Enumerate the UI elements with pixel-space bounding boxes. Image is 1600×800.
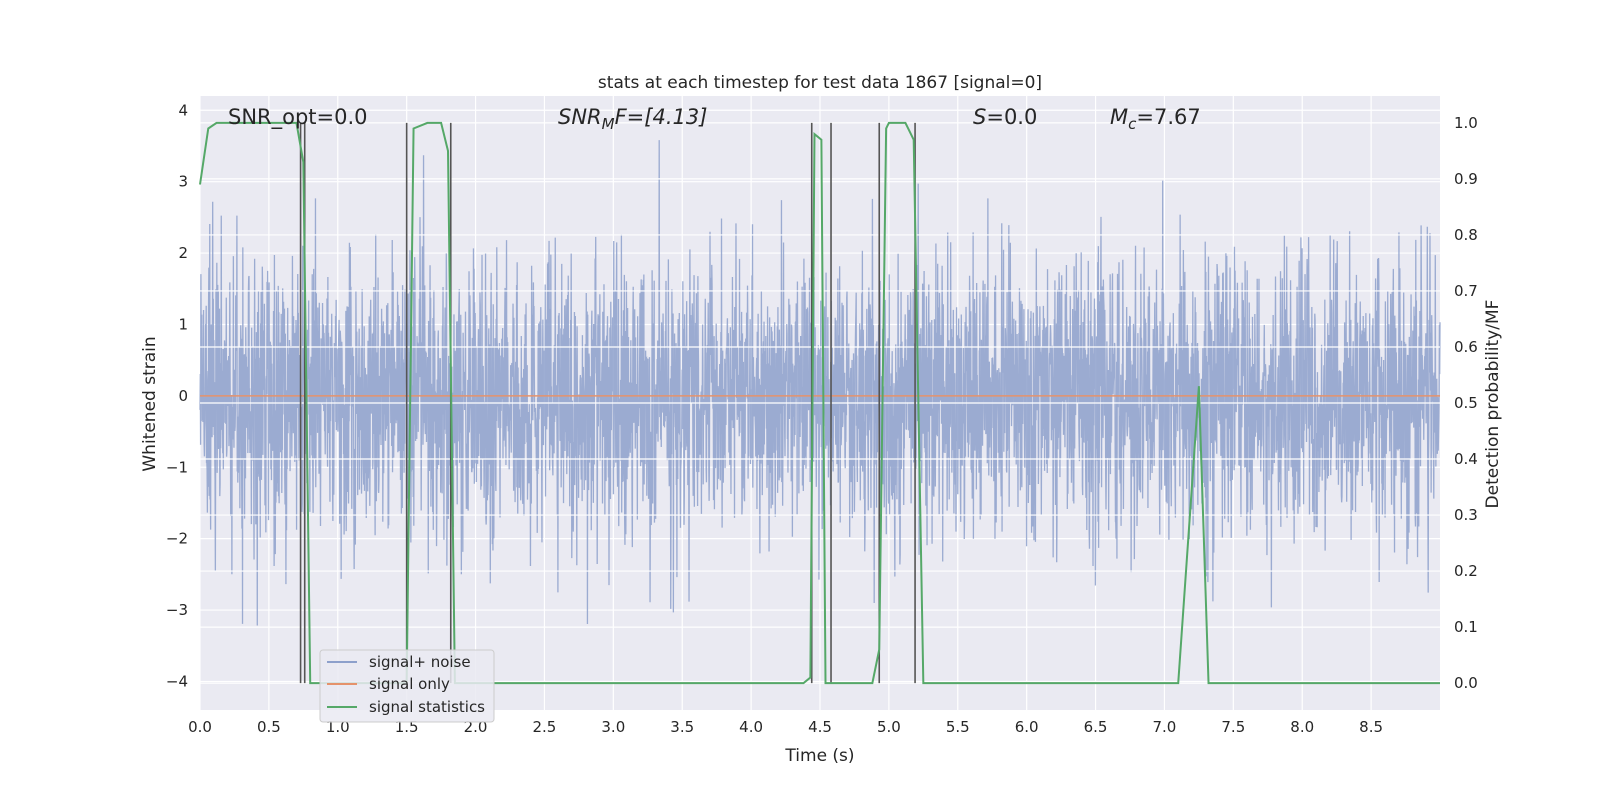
x-tick-label: 6.0 bbox=[1015, 718, 1039, 736]
annotation-s-main: S bbox=[973, 105, 986, 129]
legend-label-signal-noise: signal+ noise bbox=[369, 653, 471, 671]
y-tick-label-right: 0.5 bbox=[1454, 394, 1478, 412]
annotation-mc-rest: =7.67 bbox=[1136, 105, 1200, 129]
x-axis-label: Time (s) bbox=[784, 746, 854, 766]
legend-box bbox=[319, 649, 495, 723]
y-tick-label-right: 0.7 bbox=[1454, 282, 1478, 300]
y-tick-label-right: 1.0 bbox=[1454, 114, 1478, 132]
legend-label-signal-statistics: signal statistics bbox=[369, 698, 485, 716]
y-tick-label-left: 4 bbox=[178, 101, 188, 119]
x-tick-label: 0.0 bbox=[188, 718, 212, 736]
annotation-mc-sub: c bbox=[1128, 115, 1137, 133]
y-tick-label-left: 0 bbox=[178, 387, 188, 405]
y-tick-label-left: 1 bbox=[178, 315, 188, 333]
annotation-mc-main: M bbox=[1110, 105, 1128, 129]
x-tick-label: 4.5 bbox=[808, 718, 832, 736]
annotation-snr-opt: SNR_opt=0.0 bbox=[228, 105, 368, 130]
x-tick-label: 0.5 bbox=[257, 718, 281, 736]
y-axis-label-left: Whitened strain bbox=[140, 336, 160, 471]
legend-label-signal-only: signal only bbox=[369, 675, 450, 693]
annotation-s: S=0.0 bbox=[973, 105, 1037, 129]
y-tick-label-right: 0.1 bbox=[1454, 618, 1478, 636]
y-tick-label-left: −2 bbox=[166, 530, 188, 548]
x-tick-label: 3.0 bbox=[601, 718, 625, 736]
annotation-snr-mf-rest: F=[4.13] bbox=[615, 105, 708, 129]
y-tick-label-right: 0.2 bbox=[1454, 562, 1478, 580]
y-tick-label-left: 3 bbox=[178, 173, 188, 191]
y-tick-label-right: 0.4 bbox=[1454, 450, 1478, 468]
annotation-snr-mf: SNRMF=[4.13] bbox=[558, 105, 707, 133]
signal-statistics-line bbox=[199, 121, 1440, 685]
y-tick-label-left: −1 bbox=[166, 458, 188, 476]
tick-labels: 0.0 0.5 1.0 1.5 2.0 2.5 3.0 3.5 4.0 4.5 5.0 5.5 6.0 6… bbox=[166, 101, 1478, 736]
y-tick-label-left: −3 bbox=[166, 601, 188, 619]
x-tick-label: 2.5 bbox=[533, 718, 557, 736]
x-tick-label: 5.0 bbox=[877, 718, 901, 736]
annotation-mc: Mc=7.67 bbox=[1110, 105, 1201, 133]
y-tick-label-right: 0.9 bbox=[1454, 170, 1478, 188]
legend: signal+ noise signal only signal statist… bbox=[319, 649, 495, 723]
x-tick-label: 7.0 bbox=[1153, 718, 1177, 736]
x-tick-label: 4.0 bbox=[739, 718, 763, 736]
y-tick-label-right: 0.6 bbox=[1454, 338, 1478, 356]
x-tick-label: 3.5 bbox=[670, 718, 694, 736]
annotation-s-rest: =0.0 bbox=[986, 105, 1037, 129]
series-signal-statistics bbox=[199, 121, 1440, 685]
chart-title: stats at each timestep for test data 186… bbox=[598, 73, 1042, 93]
y-axis-label-right: Detection probability/MF bbox=[1483, 300, 1503, 509]
x-tick-label: 7.5 bbox=[1221, 718, 1245, 736]
x-tick-label: 8.0 bbox=[1290, 718, 1314, 736]
annotation-snr-mf-sub: M bbox=[602, 115, 615, 133]
x-tick-label: 5.5 bbox=[946, 718, 970, 736]
y-tick-label-right: 0.0 bbox=[1454, 674, 1478, 692]
x-tick-label: 6.5 bbox=[1084, 718, 1108, 736]
y-tick-label-right: 0.8 bbox=[1454, 226, 1478, 244]
y-tick-label-left: −4 bbox=[166, 672, 188, 690]
annotation-snr-mf-main: SNR bbox=[558, 105, 602, 129]
y-tick-label-right: 0.3 bbox=[1454, 506, 1478, 524]
y-tick-label-left: 2 bbox=[178, 244, 188, 262]
x-tick-label: 8.5 bbox=[1359, 718, 1383, 736]
